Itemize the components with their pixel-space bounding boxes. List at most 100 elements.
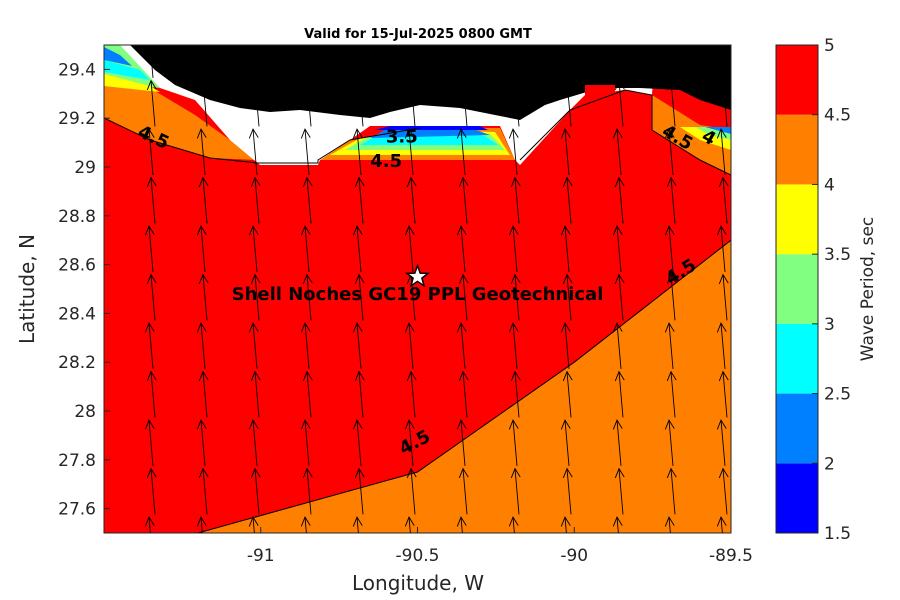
- wave-direction-arrows: [144, 32, 729, 533]
- wave-arrow: [718, 370, 729, 418]
- wave-arrow-head: [560, 322, 571, 333]
- site-star-icon[interactable]: [404, 263, 431, 288]
- wave-arrow-shaft: [670, 80, 676, 127]
- wave-arrow-shaft: [306, 177, 312, 224]
- wave-arrow-shaft: [200, 420, 206, 466]
- wave-arrow-head: [562, 370, 573, 382]
- wave-arrow-shaft: [462, 274, 468, 321]
- x-tick-label: -90.5: [396, 546, 440, 566]
- wave-arrow-shaft: [252, 129, 258, 175]
- wave-arrow: [562, 370, 573, 418]
- wave-arrow-head: [146, 370, 157, 382]
- wave-arrow-shaft: [202, 371, 208, 418]
- wave-arrow-head: [300, 419, 311, 430]
- wave-arrow-shaft: [252, 323, 258, 369]
- wave-arrow: [666, 79, 677, 127]
- wave-arrow-shaft: [358, 177, 364, 224]
- wave-arrow-shaft: [150, 274, 156, 321]
- wave-arrow-shaft: [566, 177, 572, 224]
- wave-arrow-shaft: [150, 80, 156, 127]
- land-mass: [130, 45, 731, 120]
- wave-arrow-shaft: [618, 274, 624, 321]
- wave-arrow-head: [352, 516, 363, 527]
- wave-arrow: [404, 322, 415, 369]
- y-tick-label: 28.6: [58, 256, 96, 276]
- wave-arrow-head: [404, 419, 415, 430]
- wave-arrow: [456, 322, 467, 369]
- wave-arrow: [354, 467, 365, 515]
- wave-arrow: [458, 273, 469, 321]
- wave-arrow-shaft: [460, 517, 463, 533]
- wave-arrow-shaft: [357, 45, 362, 78]
- wave-arrow: [458, 79, 469, 127]
- wave-arrow-shaft: [720, 129, 726, 175]
- wave-arrow: [565, 45, 570, 78]
- wave-arrow-head: [300, 322, 311, 333]
- wave-arrow-shaft: [306, 468, 312, 515]
- wave-arrow: [352, 225, 363, 272]
- wave-arrow-head: [250, 467, 261, 479]
- wave-arrow-head: [666, 79, 677, 91]
- wave-arrow-head: [198, 467, 209, 479]
- nearshore-darkblue-bay: [375, 126, 488, 130]
- wave-arrow-shaft: [565, 45, 570, 78]
- wave-arrow-head: [664, 322, 675, 333]
- wave-arrow-shaft: [358, 80, 364, 127]
- wave-arrow-head: [560, 419, 571, 430]
- wave-arrow-shaft: [670, 274, 676, 321]
- wave-arrow: [146, 176, 157, 224]
- wave-arrow-head: [354, 176, 365, 188]
- plot-area: [104, 32, 731, 533]
- wave-arrow-head: [196, 128, 207, 139]
- wave-arrow: [716, 225, 727, 272]
- wave-arrow-head: [300, 128, 311, 139]
- wave-arrow: [406, 467, 417, 515]
- wave-arrow-head: [666, 467, 677, 479]
- wave-arrow-shaft: [669, 45, 674, 78]
- wave-arrow-shaft: [200, 323, 206, 369]
- wave-arrow: [302, 467, 313, 515]
- wave-arrow: [354, 370, 365, 418]
- wave-arrow-head: [197, 32, 206, 41]
- wave-arrow: [716, 128, 727, 175]
- wave-arrow-head: [198, 370, 209, 382]
- wave-arrow-shaft: [200, 226, 206, 272]
- wave-arrow-shaft: [514, 468, 520, 515]
- wave-arrow-shaft: [253, 45, 258, 78]
- wave-arrow-shaft: [410, 371, 416, 418]
- wave-arrow-shaft: [148, 420, 154, 466]
- wave-arrow: [406, 79, 417, 127]
- wave-arrow-shaft: [410, 468, 416, 515]
- wave-arrow: [612, 516, 623, 533]
- wave-arrow-shaft: [670, 177, 676, 224]
- wave-arrow: [146, 467, 157, 515]
- wave-arrow-head: [198, 79, 209, 91]
- y-tick-label: 28.4: [58, 304, 96, 324]
- colorbar-band: [776, 393, 818, 464]
- wave-arrow: [666, 176, 677, 224]
- wave-arrow: [248, 322, 259, 369]
- wave-arrow-head: [716, 322, 727, 333]
- wave-arrow: [352, 419, 363, 466]
- wave-arrow-shaft: [356, 323, 362, 369]
- colorbar-tick-label: 4: [824, 175, 835, 195]
- wave-arrow-head: [196, 516, 207, 527]
- wave-arrow-shaft: [720, 226, 726, 272]
- wave-arrow: [404, 128, 415, 175]
- wave-arrow-head: [406, 176, 417, 188]
- wave-arrow-head: [352, 128, 363, 139]
- wave-arrow: [562, 176, 573, 224]
- wave-arrow-shaft: [460, 323, 466, 369]
- wave-arrow-head: [302, 79, 313, 91]
- wave-arrow-head: [665, 32, 674, 41]
- colorbar-tick-label: 3: [824, 315, 835, 335]
- wave-arrow-head: [560, 128, 571, 139]
- wave-arrow-shaft: [566, 274, 572, 321]
- wave-arrow: [302, 370, 313, 418]
- wave-arrow-head: [716, 128, 727, 139]
- wave-arrow: [716, 322, 727, 369]
- wave-arrow-head: [458, 79, 469, 91]
- wave-arrow: [354, 79, 365, 127]
- contour-label: 3.5: [386, 127, 418, 148]
- wave-arrow-head: [508, 322, 519, 333]
